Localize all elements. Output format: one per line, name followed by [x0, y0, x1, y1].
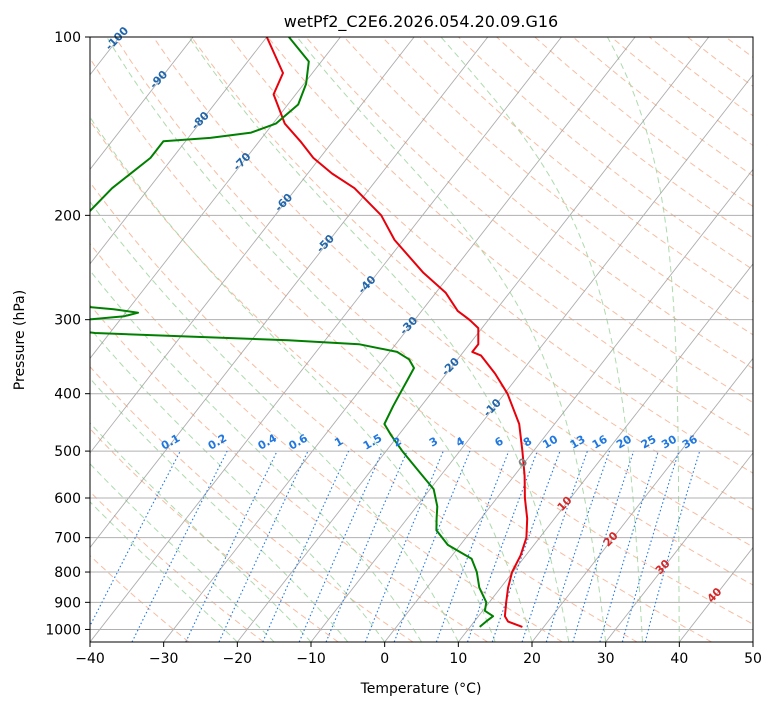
y-tick-label: 700 — [54, 531, 81, 547]
y-tick-label: 200 — [54, 208, 81, 224]
y-tick-label: 300 — [54, 313, 81, 329]
x-tick-label: 40 — [670, 651, 688, 667]
y-axis-title: Pressure (hPa) — [12, 290, 28, 390]
x-tick-label: 30 — [597, 651, 615, 667]
y-tick-label: 900 — [54, 595, 81, 611]
chart-title: wetPf2_C2E6.2026.054.20.09.G16 — [284, 12, 558, 32]
x-tick-label: 50 — [744, 651, 762, 667]
x-tick-label: −20 — [223, 651, 253, 667]
x-tick-label: −10 — [296, 651, 326, 667]
x-tick-label: −40 — [75, 651, 105, 667]
x-axis-title: Temperature (°C) — [360, 681, 482, 697]
y-tick-label: 400 — [54, 387, 81, 403]
x-tick-label: 10 — [449, 651, 467, 667]
y-tick-label: 600 — [54, 491, 81, 507]
y-tick-label: 500 — [54, 444, 81, 460]
x-tick-label: 20 — [523, 651, 541, 667]
y-tick-label: 1000 — [45, 622, 81, 638]
x-tick-label: 0 — [380, 651, 389, 667]
y-tick-label: 100 — [54, 30, 81, 46]
x-tick-label: −30 — [149, 651, 179, 667]
y-tick-label: 800 — [54, 565, 81, 581]
